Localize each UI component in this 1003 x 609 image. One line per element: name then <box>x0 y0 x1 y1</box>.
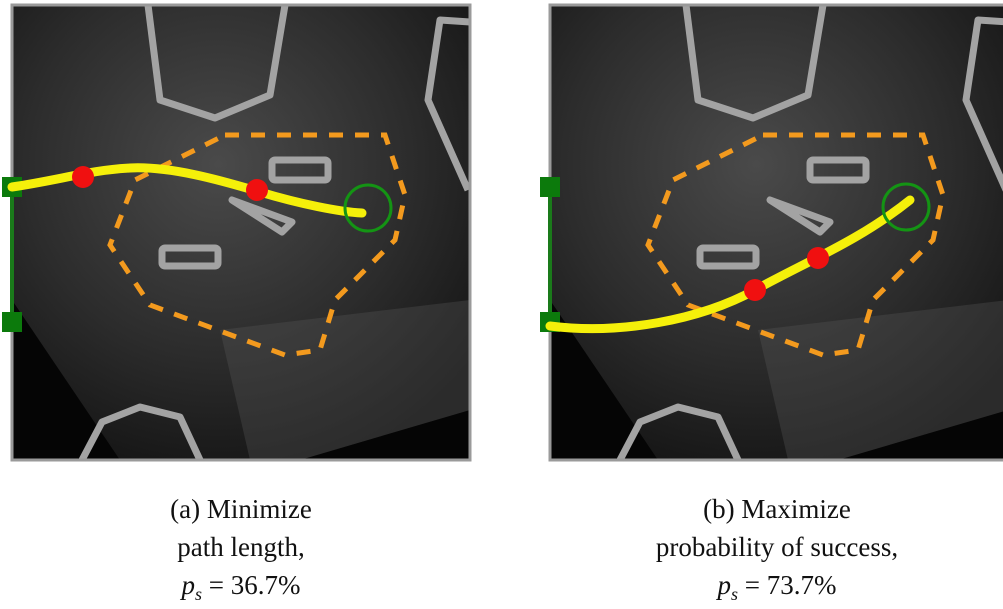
waypoint <box>744 279 766 301</box>
metric-symbol: p <box>182 570 196 600</box>
caption-line: probability of success, <box>537 528 1003 566</box>
metric-subscript: s <box>195 584 202 604</box>
range-end <box>540 177 560 197</box>
panel-label: (a) <box>170 494 200 524</box>
metric-value: = 73.7% <box>745 570 837 600</box>
panel-b-image <box>540 5 1003 460</box>
panel-a-image <box>2 5 470 460</box>
caption-line: ps = 73.7% <box>537 566 1003 604</box>
range-end <box>2 312 22 332</box>
metric-value: = 36.7% <box>209 570 301 600</box>
caption-line: (a) Minimize <box>1 490 481 528</box>
ultrasound-scene <box>550 5 1003 460</box>
caption-text: Maximize <box>741 494 850 524</box>
caption: (a) Minimize path length, ps = 36.7% <box>1 490 481 604</box>
metric-subscript: s <box>731 584 738 604</box>
waypoint <box>807 247 829 269</box>
caption-line: (b) Maximize <box>537 490 1003 528</box>
waypoint <box>72 166 94 188</box>
metric-symbol: p <box>718 570 732 600</box>
ultrasound-scene <box>12 5 470 460</box>
figure: (a) Minimize path length, ps = 36.7% (b)… <box>0 0 1003 609</box>
waypoint <box>246 179 268 201</box>
caption-line: path length, <box>1 528 481 566</box>
figure-images <box>0 0 1003 480</box>
caption: (b) Maximize probability of success, ps … <box>537 490 1003 604</box>
caption-line: ps = 36.7% <box>1 566 481 604</box>
panel-label: (b) <box>703 494 734 524</box>
caption-text: Minimize <box>207 494 312 524</box>
